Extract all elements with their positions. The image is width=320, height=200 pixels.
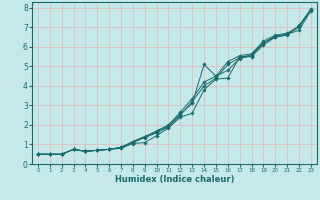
X-axis label: Humidex (Indice chaleur): Humidex (Indice chaleur) <box>115 175 234 184</box>
